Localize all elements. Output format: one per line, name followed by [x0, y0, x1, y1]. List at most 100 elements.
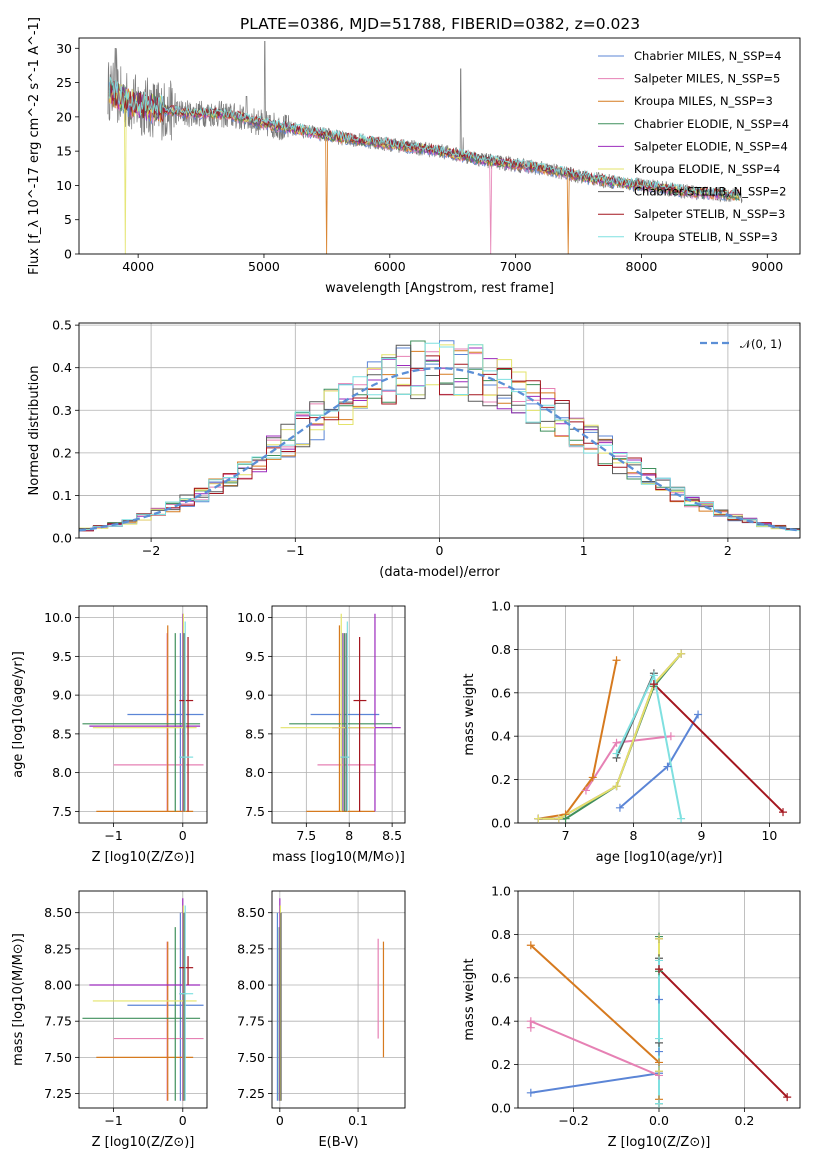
marker-0-3: [655, 995, 663, 1004]
marker-0-0: [615, 803, 624, 812]
marker-5-4: [677, 649, 686, 658]
tick-label-y: 7.25: [237, 1086, 265, 1101]
tick-label-y: 7.50: [44, 1050, 72, 1065]
tick-label-x: 9: [697, 828, 705, 843]
legend-label-2: Kroupa MILES, N_SSP=3: [634, 94, 773, 108]
tick-label-y: 9.0: [245, 688, 265, 703]
tick-label-y: 0.0: [491, 816, 511, 831]
tick-label-y: 15: [56, 144, 72, 159]
tick-label-y: 20: [56, 109, 72, 124]
tick-label-y: 9.5: [52, 649, 72, 664]
marker-1-1: [612, 738, 621, 747]
legend-label-8: Kroupa STELIB, N_SSP=3: [634, 230, 778, 244]
tick-label-y: 0.8: [491, 927, 511, 942]
tick-label-x: −2: [142, 543, 160, 558]
x-axis-label: (data-model)/error: [379, 565, 500, 580]
tick-label-x: 0: [179, 828, 187, 843]
tick-label-y: 0.4: [491, 729, 511, 744]
tick-label-y: 0.8: [491, 642, 511, 657]
y-axis-label: mass weight: [462, 673, 477, 755]
tick-label-y: 0.2: [491, 772, 511, 787]
tick-label-y: 8.0: [52, 765, 72, 780]
tick-label-y: 8.50: [44, 905, 72, 920]
series-line-1: [529, 1019, 660, 1077]
y-axis-label: Flux [f_λ 10^-17 erg cm^-2 s^-1 A^-1]: [27, 17, 42, 275]
tick-label-x: −1: [286, 543, 304, 558]
histogram-8: [79, 342, 800, 533]
series-line-2: [530, 944, 660, 1104]
marker-5-3: [655, 934, 663, 943]
tick-label-x: 7.5: [296, 828, 316, 843]
tick-label-y: 25: [56, 75, 72, 90]
tick-label-y: 7.75: [237, 1014, 265, 1029]
tick-label-y: 8.00: [44, 978, 72, 993]
plot-area-spectrum: [107, 41, 743, 254]
tick-label-y: 0.3: [52, 403, 72, 418]
tick-label-x: 6000: [374, 259, 406, 274]
marker-8-2: [655, 1099, 663, 1108]
tick-label-y: 8.5: [245, 726, 265, 741]
tick-label-y: 0.2: [491, 1057, 511, 1072]
marker-8-0: [655, 1034, 663, 1043]
tick-label-y: 8.50: [237, 905, 265, 920]
panel-age-vs-mass: 7.5 8 8.5 7.5 8.0 8.5 9.0 9.5 10.0 mass [log10(M/…: [237, 605, 406, 865]
model-spectrum-6: [108, 79, 740, 199]
tick-label-y: 10: [56, 178, 72, 193]
panel-spectrum: 4000 5000 6000 7000 8000 9000 0 5 10 15 20 25 30 wave…: [27, 17, 801, 296]
tick-label-x: 1: [580, 543, 588, 558]
plot-area-mass-vs-Z: [82, 898, 204, 1101]
tick-label-y: 0.0: [52, 531, 72, 546]
axes-frame: [517, 605, 801, 824]
panel-mass-vs-ebv: 0 0.1 7.25 7.50 7.75 8.00 8.25 8.50 E(B-V): [237, 890, 406, 1150]
tick-label-y: 5: [64, 212, 72, 227]
tick-label-x: 0.2: [735, 1113, 755, 1128]
tick-label-x: 8.5: [382, 828, 402, 843]
series-line-0: [619, 713, 699, 809]
tick-label-x: 7000: [500, 259, 532, 274]
marker-0-2: [694, 710, 703, 719]
x-axis-label: mass [log10(M/M⊙)]: [272, 850, 405, 865]
marker-8-1: [649, 671, 658, 680]
model-spectrum-8: [108, 76, 740, 198]
tick-label-y: 0.6: [491, 685, 511, 700]
plot-area-age-vs-Z: [82, 613, 204, 812]
tick-label-y: 7.5: [245, 804, 265, 819]
tick-label-x: 2: [724, 543, 732, 558]
y-axis-label: mass weight: [462, 958, 477, 1040]
tick-label-x: 0.0: [649, 1113, 669, 1128]
tick-label-x: −1: [104, 828, 122, 843]
tick-label-y: 0.6: [491, 970, 511, 985]
y-axis-label: mass [log10(M/M⊙)]: [11, 933, 26, 1066]
tick-label-y: 10.0: [237, 610, 265, 625]
tick-label-y: 1.0: [491, 599, 511, 614]
marker-5-0: [534, 814, 543, 823]
panel-weight-vs-age: 7 8 9 10 0.0 0.2 0.4 0.6 0.8 1.0 age [log10(age/yr…: [462, 599, 801, 865]
marker-8-2: [677, 814, 686, 823]
tick-label-x: 8: [630, 828, 638, 843]
legend-label-4: Salpeter ELODIE, N_SSP=4: [634, 139, 788, 153]
marker-0-0: [526, 1088, 535, 1097]
marker-7-1: [783, 1093, 792, 1102]
panel-mass-vs-Z: −1 0 7.25 7.50 7.75 8.00 8.25 8.50 Z [log10(Z/Z⊙…: [11, 890, 208, 1150]
legend-label-5: Kroupa ELODIE, N_SSP=4: [634, 162, 780, 176]
tick-label-y: 0.4: [491, 1014, 511, 1029]
figure-title: PLATE=0386, MJD=51788, FIBERID=0382, z=0…: [240, 15, 640, 33]
legend-label-3: Chabrier ELODIE, N_SSP=4: [634, 117, 789, 131]
axes-frame: [78, 605, 208, 824]
y-axis-label: Normed distribution: [27, 366, 42, 496]
tick-label-y: 0.2: [52, 445, 72, 460]
marker-2-0: [526, 941, 535, 950]
tick-label-y: 1.0: [491, 884, 511, 899]
tick-label-y: 8.00: [237, 978, 265, 993]
panel-age-vs-Z: −1 0 7.5 8.0 8.5 9.0 9.5 10.0 Z [log10(Z/Z⊙)] age…: [11, 605, 208, 865]
marker-7-0: [655, 965, 663, 974]
tick-label-x: −1: [104, 1113, 122, 1128]
tick-label-x: 10: [761, 828, 777, 843]
marker-5-1: [655, 1067, 663, 1076]
legend-label-0: Chabrier MILES, N_SSP=4: [634, 49, 781, 63]
marker-8-0: [612, 749, 621, 758]
normal-curve: [79, 367, 800, 532]
legend-label-1: Salpeter MILES, N_SSP=5: [634, 72, 780, 86]
tick-label-y: 7.75: [44, 1014, 72, 1029]
